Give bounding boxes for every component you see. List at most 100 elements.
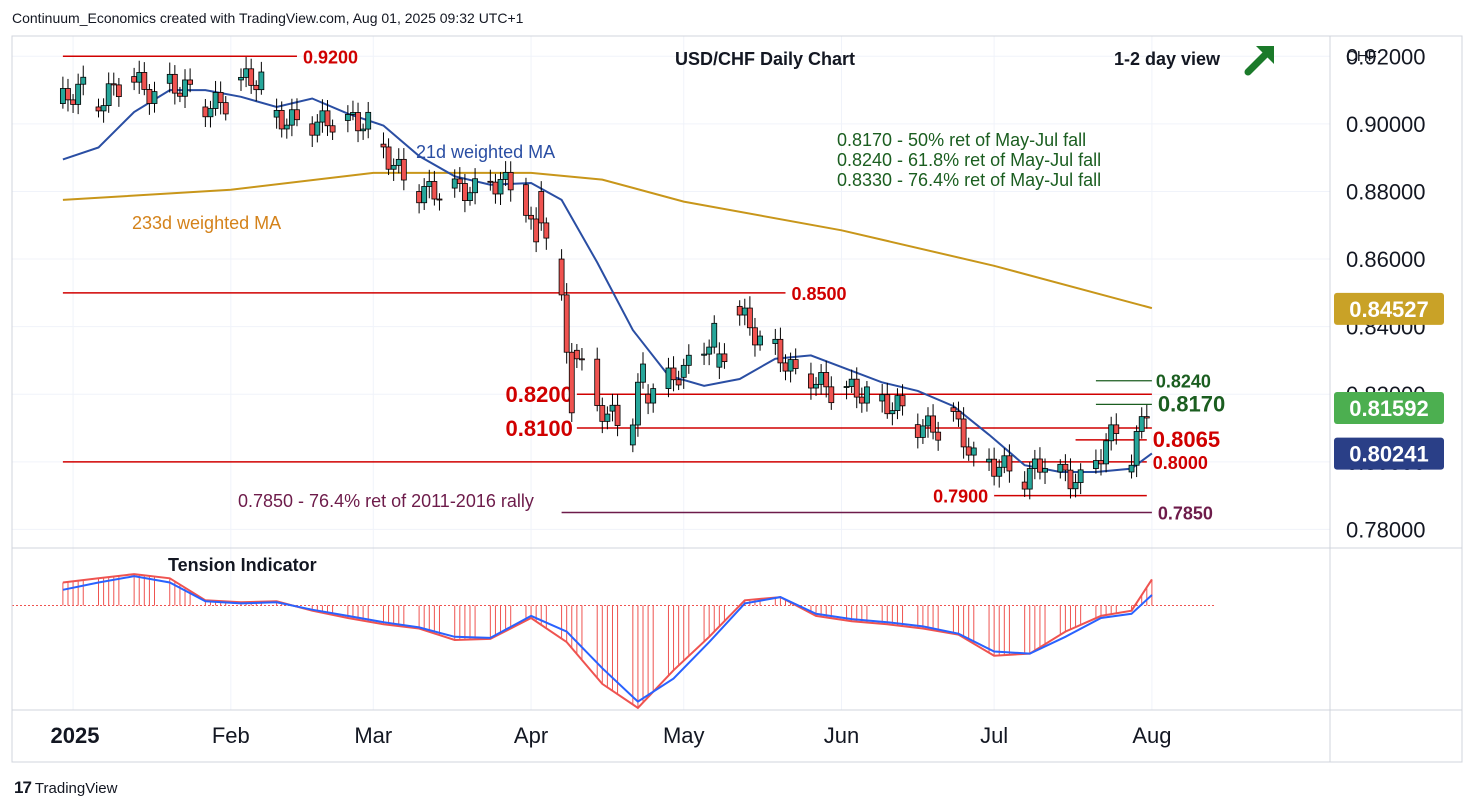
candle-body-94 — [721, 353, 728, 363]
ma233-label: 233d weighted MA — [132, 213, 281, 233]
candle-body-76 — [599, 405, 606, 422]
y-tick-label-0: 0.92000 — [1346, 44, 1426, 69]
candle-body-27 — [248, 68, 255, 86]
candle-body-0 — [59, 88, 66, 104]
x-tick-label-6: Jul — [980, 723, 1008, 748]
tradingview-logo-icon: 17 — [14, 778, 32, 797]
candle-body-120 — [914, 424, 921, 438]
ma21-line — [62, 89, 1153, 473]
chart-title: USD/CHF Daily Chart — [675, 49, 855, 69]
price-badge-2 — [1334, 437, 1444, 470]
candle-body-61 — [492, 181, 499, 195]
x-tick-label-2: Mar — [354, 723, 392, 748]
candles — [59, 57, 1150, 500]
candle-body-45 — [380, 143, 387, 148]
candle-body-62 — [497, 179, 504, 195]
candle-body-151 — [1133, 431, 1140, 466]
ma233-line — [62, 171, 1153, 310]
y-tick-label-7: 0.78000 — [1346, 517, 1426, 542]
support-note: 0.7850 - 76.4% ret of 2011-2016 rally — [238, 491, 534, 511]
candle-body-77 — [604, 413, 611, 422]
candle-body-110 — [843, 386, 850, 388]
candle-body-51 — [421, 186, 428, 204]
candle-body-18 — [182, 79, 188, 97]
candle-body-49 — [400, 158, 407, 181]
candle-body-1 — [65, 88, 71, 101]
level-label-3: 0.8100 — [506, 416, 573, 441]
candle-body-126 — [955, 411, 962, 420]
level-label-1: 0.8500 — [791, 284, 846, 304]
candle-body-146 — [1098, 460, 1104, 465]
candle-body-129 — [970, 447, 977, 456]
candle-body-91 — [706, 346, 713, 355]
candle-body-5 — [95, 106, 102, 112]
candle-body-117 — [889, 410, 896, 415]
candle-body-125 — [950, 407, 957, 412]
candle-body-144 — [1077, 469, 1084, 483]
candle-body-70 — [558, 258, 565, 296]
candle-body-131 — [991, 458, 998, 477]
candle-body-16 — [171, 73, 178, 94]
candle-body-58 — [467, 192, 473, 201]
candle-body-14 — [151, 91, 158, 104]
price-badge-label-0: 0.84527 — [1349, 297, 1429, 322]
candle-body-6 — [100, 105, 107, 112]
candle-body-121 — [919, 425, 926, 438]
candle-body-127 — [960, 418, 967, 448]
price-badge-label-1: 0.81592 — [1349, 396, 1429, 421]
y-tick-label-2: 0.88000 — [1346, 179, 1426, 204]
x-tick-label-5: Jun — [824, 723, 859, 748]
candle-body-98 — [752, 327, 758, 346]
price-badge-1 — [1334, 392, 1444, 425]
view-label: 1-2 day view — [1114, 49, 1221, 69]
tradingview-footer: 17 TradingView — [14, 778, 117, 798]
chart-credit: Continuum_Economics created with Trading… — [12, 10, 524, 26]
candle-body-10 — [131, 76, 138, 83]
candle-body-54 — [436, 198, 443, 201]
candle-body-104 — [792, 359, 799, 369]
candle-body-106 — [813, 383, 819, 389]
candle-body-119 — [899, 395, 906, 407]
candle-body-140 — [1057, 463, 1064, 473]
candle-body-25 — [238, 76, 244, 81]
candle-body-21 — [207, 108, 214, 118]
price-badge-label-2: 0.80241 — [1349, 442, 1429, 467]
candle-body-78 — [609, 404, 616, 412]
candle-body-88 — [680, 364, 687, 378]
price-badges: 0.84527 0.81592 0.80241 — [1334, 292, 1444, 470]
candle-body-86 — [670, 367, 677, 381]
candle-body-132 — [996, 466, 1003, 477]
candle-body-109 — [828, 386, 835, 404]
candle-body-75 — [594, 358, 601, 406]
tradingview-brand: TradingView — [34, 779, 118, 797]
candle-body-105 — [808, 373, 814, 389]
candle-body-44 — [365, 111, 372, 130]
tension-line-blue — [62, 575, 1153, 703]
candle-body-115 — [879, 394, 886, 402]
tension-indicator-pane — [12, 573, 1215, 710]
x-tick-label-3: Apr — [514, 723, 548, 748]
candle-body-31 — [278, 109, 285, 130]
candle-body-22 — [212, 92, 219, 109]
candle-body-65 — [523, 184, 529, 216]
candle-body-133 — [1001, 455, 1008, 468]
candle-body-130 — [986, 458, 992, 463]
axes: 0.920000.900000.880000.860000.840000.820… — [11, 35, 1463, 763]
candle-body-12 — [141, 72, 148, 90]
candle-body-37 — [319, 110, 326, 123]
candle-body-29 — [258, 71, 265, 91]
candle-body-152 — [1138, 416, 1145, 432]
candle-body-67 — [533, 218, 540, 243]
candle-body-43 — [360, 128, 367, 132]
candle-body-128 — [965, 446, 972, 456]
candle-body-101 — [777, 338, 784, 364]
candle-body-9 — [115, 84, 122, 98]
candle-body-57 — [462, 183, 468, 201]
candle-body-112 — [853, 378, 860, 398]
level-label-6: 0.7900 — [933, 487, 988, 507]
candle-body-48 — [395, 158, 402, 166]
candle-body-149 — [1113, 424, 1120, 434]
candle-body-46 — [385, 146, 392, 170]
